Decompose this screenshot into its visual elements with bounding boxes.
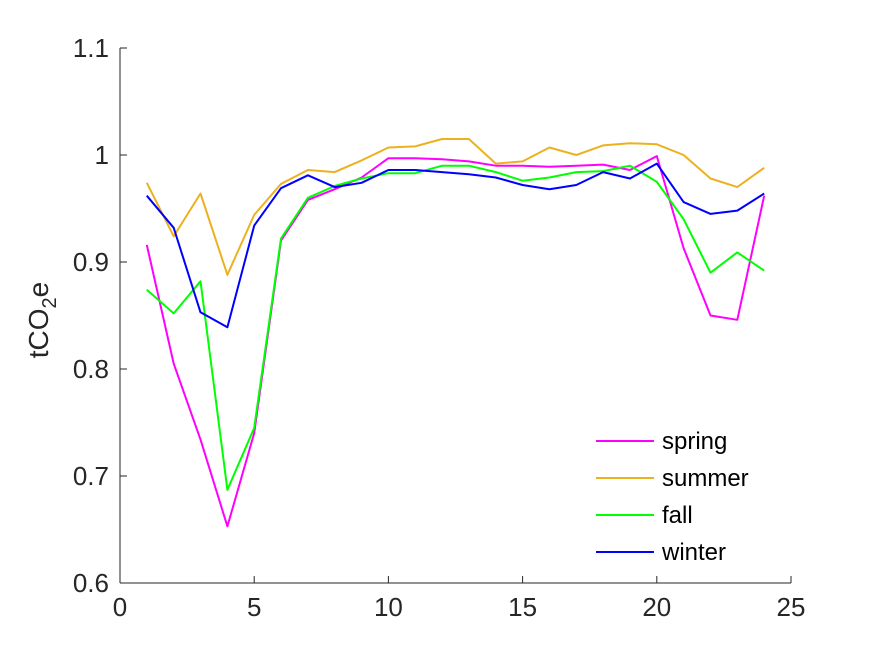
y-axis-label-suffix: e [23, 282, 54, 298]
legend-label-fall: fall [662, 502, 693, 529]
x-tick-label: 15 [508, 592, 537, 622]
x-tick-label: 5 [247, 592, 261, 622]
y-tick-label: 1 [95, 140, 109, 170]
y-tick-label: 0.6 [73, 568, 109, 598]
x-tick-label: 10 [374, 592, 403, 622]
axes [119, 48, 791, 584]
y-axis-label-main: tCO [23, 308, 54, 358]
legend-label-winter: winter [661, 539, 726, 566]
series-line-winter [146, 162, 765, 329]
x-tick-label: 0 [113, 592, 127, 622]
series-line-fall [146, 164, 765, 491]
ticks-layer: 0 5 10 15 20 25 0.6 0.7 0.8 0.9 1 1.1 [73, 33, 806, 622]
y-axis-label-subscript: 2 [39, 297, 61, 308]
y-tick-label: 0.9 [73, 247, 109, 277]
legend: spring summer fall winter [596, 428, 749, 566]
y-tick-label: 1.1 [73, 33, 109, 63]
legend-label-summer: summer [662, 465, 749, 492]
x-tick-label: 25 [777, 592, 806, 622]
series-layer [145, 138, 766, 528]
legend-label-spring: spring [662, 428, 727, 455]
series-line-summer [145, 138, 765, 276]
y-axis-label: tCO2e [23, 282, 61, 358]
y-tick-label: 0.8 [73, 354, 109, 384]
x-tick-label: 20 [642, 592, 671, 622]
y-tick-label: 0.7 [73, 461, 109, 491]
